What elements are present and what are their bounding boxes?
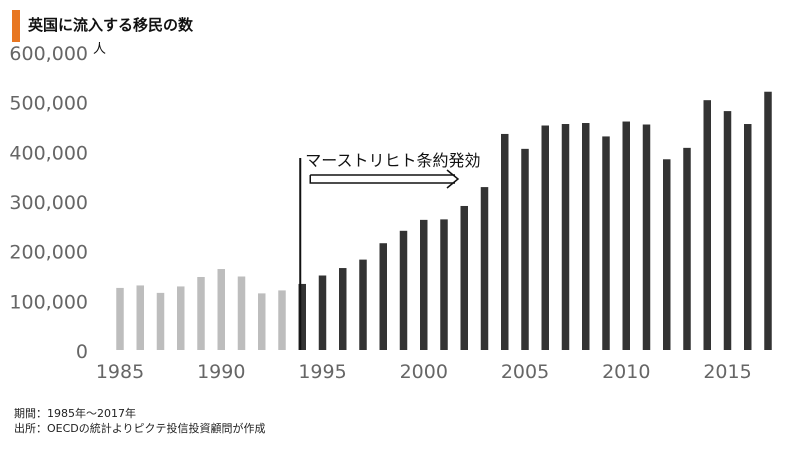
title-accent-bar xyxy=(12,10,20,42)
bar xyxy=(359,259,367,350)
bar xyxy=(379,243,387,350)
bar xyxy=(764,91,772,350)
bar xyxy=(177,286,185,350)
bar xyxy=(703,100,711,351)
bar xyxy=(399,230,408,350)
bar xyxy=(521,148,529,350)
bar xyxy=(744,124,752,351)
x-tick-label: 2015 xyxy=(703,361,751,383)
bar xyxy=(237,276,246,350)
bar xyxy=(480,187,489,350)
bar xyxy=(217,269,225,350)
annotation-arrow-head xyxy=(446,169,460,189)
y-unit-label: 人 xyxy=(93,42,106,57)
bar xyxy=(298,283,306,350)
y-tick-label: 200,000 xyxy=(9,242,88,264)
bar xyxy=(541,125,549,350)
bar xyxy=(501,133,509,350)
y-tick-label: 500,000 xyxy=(9,93,88,115)
bar xyxy=(136,285,144,350)
x-tick-label: 1995 xyxy=(298,361,346,383)
bar xyxy=(156,292,165,350)
bar xyxy=(258,293,266,350)
bar xyxy=(561,124,570,351)
bar xyxy=(339,268,347,350)
bar xyxy=(116,287,124,350)
x-tick-label: 1990 xyxy=(197,361,245,383)
annotation-arrow-body xyxy=(309,174,455,184)
bar-chart: 0 100,000 200,000 300,000 400,000 500,000 600,… xyxy=(9,42,772,383)
bar xyxy=(663,159,671,350)
bar xyxy=(318,275,327,350)
y-tick-label: 300,000 xyxy=(9,192,88,214)
y-tick-label: 0 xyxy=(76,341,88,363)
bar xyxy=(602,136,610,350)
bar xyxy=(460,205,468,350)
bar xyxy=(683,147,691,350)
x-tick-label: 2000 xyxy=(400,361,448,383)
bar xyxy=(582,123,590,351)
y-tick-label: 400,000 xyxy=(9,142,88,164)
x-tick-label: 2005 xyxy=(501,361,549,383)
bar xyxy=(723,111,732,350)
bar xyxy=(622,121,630,350)
x-tick-label: 2010 xyxy=(602,361,650,383)
y-tick-label: 600,000 xyxy=(9,43,88,65)
y-tick-label: 100,000 xyxy=(9,291,88,313)
bar xyxy=(278,290,286,350)
footnote-period: 期間：1985年～2017年 xyxy=(14,407,136,420)
bar xyxy=(440,219,448,350)
bar xyxy=(642,124,651,350)
footnote-source: 出所：OECDの統計よりピクテ投信投資顧問が作成 xyxy=(14,422,266,435)
chart-title: 英国に流入する移民の数 xyxy=(28,16,194,34)
x-tick-label: 1985 xyxy=(96,361,144,383)
bar xyxy=(197,276,205,350)
annotation-label: マーストリヒト条約発効 xyxy=(305,151,480,170)
bar xyxy=(420,219,428,350)
